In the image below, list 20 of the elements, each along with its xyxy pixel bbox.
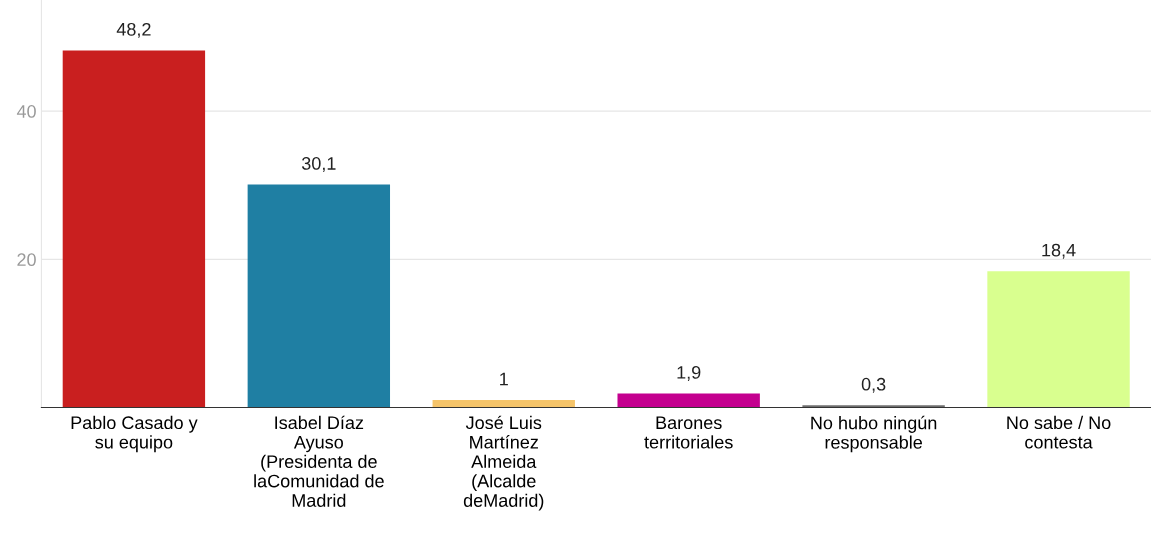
bar: [247, 184, 391, 408]
y-tick-label: 40: [16, 105, 36, 118]
data-label: 30,1: [301, 157, 336, 172]
x-tick-label: Barones territoriales: [644, 416, 733, 449]
data-label: 1,9: [677, 365, 701, 381]
x-tick-label: Isabel Díaz Ayuso (Presidenta de laComunidad de Madrid: [254, 415, 384, 507]
x-tick-label: No sabe / No contesta: [1007, 415, 1111, 449]
bar: [987, 271, 1130, 408]
bar: [617, 393, 760, 408]
y-tick-label: 20: [17, 253, 36, 267]
data-label: 18,4: [1042, 243, 1076, 259]
bar: [802, 405, 945, 408]
data-label: 48,2: [116, 22, 151, 38]
x-tick-label: José Luis Martínez Almeida (Alcalde deMadrid): [463, 415, 544, 511]
data-label: 1: [500, 372, 508, 386]
x-tick-label: No hubo ningún responsable: [811, 415, 937, 453]
data-label: 0,3: [861, 377, 886, 393]
bar: [62, 50, 206, 408]
bar: [432, 400, 575, 408]
x-tick-label: Pablo Casado y su equipo: [71, 415, 198, 453]
